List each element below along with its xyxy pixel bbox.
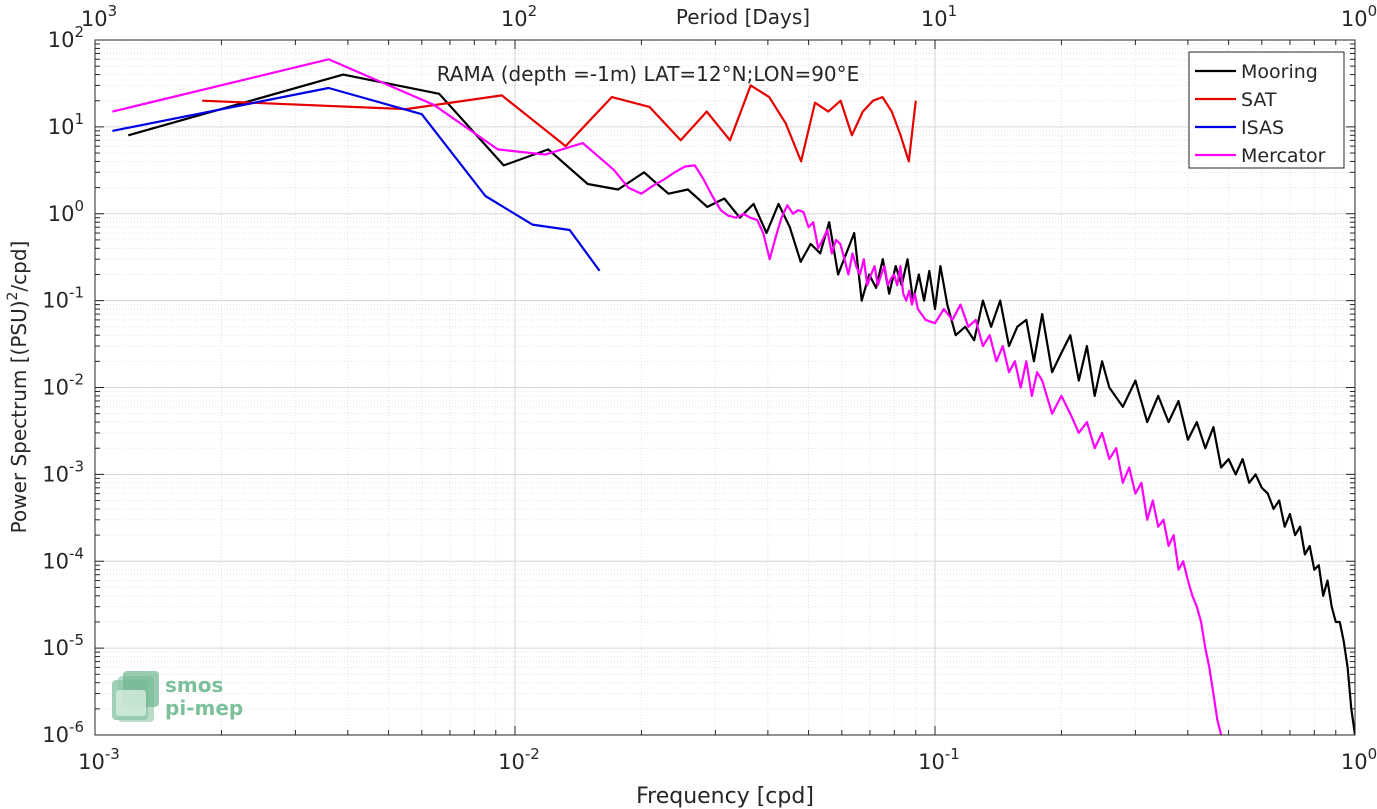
x-tick-label: 10-2	[498, 745, 540, 774]
x2-tick-label: 100	[1341, 2, 1377, 31]
x2-tick-label-exp: 2	[528, 2, 538, 20]
y-tick-label-base: 10	[42, 289, 69, 313]
x-tick-labels: 10-3 10-2 10-1 100	[78, 745, 1377, 774]
x2-tick-label-exp: 1	[948, 2, 958, 20]
y-tick-label: 10-4	[42, 544, 84, 573]
x-tick-label-exp: -1	[945, 745, 960, 763]
y-tick-label-base: 10	[48, 115, 75, 139]
legend: Mooring SAT ISAS Mercator	[1188, 51, 1345, 169]
y-axis-label-tail: /cpd]	[7, 241, 31, 292]
chart-title: RAMA (depth =-1m) LAT=12°N;LON=90°E	[437, 62, 860, 86]
smos-pi-mep-logo: smos pi-mep	[112, 671, 243, 722]
y-axis-label-main: Power Spectrum [(PSU)	[7, 300, 31, 533]
x-tick-label-exp: -3	[105, 745, 120, 763]
y-tick-label-exp: -6	[69, 718, 84, 736]
watermark-line1: smos	[165, 673, 223, 697]
y-tick-label-exp: -2	[69, 371, 84, 389]
axis-tick-marks	[94, 39, 1356, 736]
y-tick-label: 100	[48, 197, 84, 226]
y-tick-label-exp: 2	[74, 23, 84, 41]
y-tick-label: 10-2	[42, 371, 84, 400]
x2-tick-labels: 103 102 101 100	[81, 2, 1377, 31]
series-line-mercator	[112, 58, 1223, 735]
y-tick-label-exp: -3	[69, 457, 84, 475]
x2-tick-label-exp: 0	[1368, 2, 1377, 20]
x-axis-label: Frequency [cpd]	[636, 784, 814, 809]
x-tick-label-base: 10	[78, 750, 105, 774]
y-tick-label-exp: -4	[69, 544, 84, 562]
x-tick-label: 10-3	[78, 745, 120, 774]
series-line-sat	[202, 84, 917, 163]
series-layer	[112, 58, 1355, 735]
x2-tick-label-base: 10	[81, 7, 108, 31]
y-tick-label: 102	[48, 23, 84, 52]
y-tick-label-exp: 1	[74, 110, 84, 128]
logo-emblem-icon	[112, 671, 159, 722]
y-tick-label-base: 10	[42, 549, 69, 573]
watermark-line2: pi-mep	[165, 696, 243, 720]
x2-tick-label: 101	[921, 2, 957, 31]
y-tick-label-base: 10	[48, 28, 75, 52]
series-line-mooring	[128, 73, 1355, 735]
y-axis-label-sup: 2	[5, 292, 21, 301]
x2-tick-label-exp: 3	[108, 2, 118, 20]
y-tick-label-exp: -1	[69, 284, 84, 302]
y-tick-label: 10-6	[42, 718, 84, 747]
legend-label-mercator: Mercator	[1241, 145, 1326, 167]
y-tick-label-base: 10	[42, 636, 69, 660]
x2-axis-label: Period [Days]	[676, 5, 810, 29]
legend-label-isas: ISAS	[1241, 117, 1284, 139]
y-tick-label-exp: -5	[69, 631, 84, 649]
legend-label-mooring: Mooring	[1241, 61, 1318, 83]
x-tick-label-base: 10	[1341, 750, 1368, 774]
x2-tick-label-base: 10	[1341, 7, 1368, 31]
y-tick-label-exp: 0	[74, 197, 84, 215]
x2-tick-label-base: 10	[921, 7, 948, 31]
y-tick-label: 10-1	[42, 284, 84, 313]
series-line-isas	[112, 86, 601, 272]
y-axis-label: Power Spectrum [(PSU)2/cpd]	[5, 241, 31, 534]
x-tick-label: 100	[1341, 745, 1377, 774]
y-tick-label-base: 10	[42, 376, 69, 400]
y-tick-label: 101	[48, 110, 84, 139]
y-tick-label: 10-3	[42, 457, 84, 486]
x-tick-label-exp: 0	[1368, 745, 1377, 763]
y-tick-label-base: 10	[48, 202, 75, 226]
legend-label-sat: SAT	[1241, 89, 1277, 111]
x2-tick-label-base: 10	[501, 7, 528, 31]
x-tick-label-exp: -2	[525, 745, 540, 763]
x-tick-label-base: 10	[498, 750, 525, 774]
x-tick-label-base: 10	[918, 750, 945, 774]
x2-tick-label: 102	[501, 2, 537, 31]
x2-tick-label: 103	[81, 2, 117, 31]
y-tick-label-base: 10	[42, 723, 69, 747]
x-tick-label: 10-1	[918, 745, 960, 774]
y-tick-label-base: 10	[42, 462, 69, 486]
y-tick-label: 10-5	[42, 631, 84, 660]
